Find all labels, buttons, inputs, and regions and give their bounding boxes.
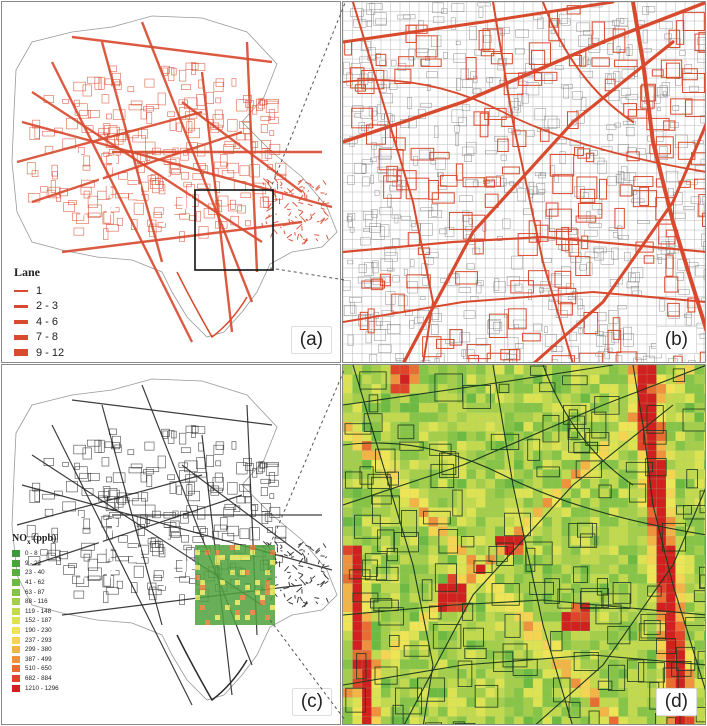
nox-swatch — [12, 675, 20, 683]
panel-d-label: (d) — [655, 688, 697, 716]
lane-legend-label: 4 - 6 — [36, 315, 59, 328]
lane-legend-item: 4 - 6 — [14, 314, 64, 330]
nox-heatmap-grid — [343, 365, 705, 724]
road-network-map — [11, 15, 338, 343]
lane-legend-item: 2 - 3 — [14, 299, 64, 315]
panel-a-label: (a) — [290, 326, 332, 354]
nox-legend-label: 237 - 293 — [25, 636, 52, 644]
lane-legend-label: 9 - 12 — [36, 346, 65, 359]
nox-legend-item: 119 - 148 — [12, 607, 59, 617]
nox-overlay-map — [11, 378, 338, 706]
nox-legend-item: 299 - 380 — [12, 645, 59, 655]
lane-legend: Lane 1 2 - 3 4 - 6 7 - 8 9 - 12 — [14, 265, 64, 361]
panel-d-nox-heatmap: (d) — [342, 364, 706, 725]
nox-legend-item: 41 - 62 — [12, 578, 59, 588]
nox-swatch — [12, 569, 20, 577]
nox-swatch — [12, 665, 20, 673]
nox-swatch — [12, 655, 20, 663]
lane-legend-item: 1 — [14, 283, 64, 299]
lane-swatch — [14, 334, 28, 340]
nox-legend-label: 119 - 148 — [25, 607, 52, 615]
nox-legend-item: 88 - 116 — [12, 597, 59, 607]
nox-legend-label: 0 - 8 — [25, 550, 38, 558]
nox-legend-label: 1210 - 1296 — [25, 684, 59, 692]
nox-legend-label: 63 - 87 — [25, 588, 45, 596]
nox-swatch — [12, 684, 20, 692]
nox-legend-item: 23 - 40 — [12, 568, 59, 578]
nox-legend-item: 387 - 499 — [12, 655, 59, 665]
lane-swatch — [14, 319, 28, 324]
nox-legend-item: 237 - 293 — [12, 635, 59, 645]
lane-swatch — [14, 290, 28, 292]
nox-swatch — [12, 588, 20, 596]
lane-legend-item: 9 - 12 — [14, 345, 64, 361]
panel-a-road-network-map: Lane 1 2 - 3 4 - 6 7 - 8 9 - 12 (a) — [1, 1, 341, 363]
panel-b-zoomed-grid-map: (b) — [342, 1, 706, 363]
nox-legend-label: 682 - 884 — [25, 675, 52, 683]
nox-legend-label: 88 - 116 — [25, 598, 48, 606]
panel-c-label: (c) — [291, 688, 332, 716]
nox-swatch — [12, 617, 20, 625]
nox-legend-title: NOx (ppb) — [12, 533, 57, 546]
lane-legend-label: 7 - 8 — [36, 331, 59, 344]
nox-legend-label: 152 - 187 — [25, 617, 52, 625]
lane-legend-title: Lane — [14, 265, 41, 279]
nox-swatch — [12, 579, 20, 587]
nox-legend-item: 9 - 22 — [12, 559, 59, 569]
nox-swatch — [12, 627, 20, 635]
nox-legend-item: 190 - 230 — [12, 626, 59, 636]
lane-legend-label: 1 — [36, 284, 43, 297]
nox-legend-item: 152 - 187 — [12, 616, 59, 626]
nox-swatch — [12, 598, 20, 606]
nox-legend-label: 387 - 499 — [25, 655, 52, 663]
nox-legend-item: 0 - 8 — [12, 549, 59, 559]
nox-legend-label: 23 - 40 — [25, 569, 45, 577]
lane-swatch — [14, 305, 28, 308]
nox-legend-label: 190 - 230 — [25, 627, 52, 635]
lane-legend-item: 7 - 8 — [14, 330, 64, 346]
nox-legend-label: 41 - 62 — [25, 579, 45, 587]
zoomed-road-grid — [343, 2, 705, 362]
nox-swatch — [12, 607, 20, 615]
nox-swatch — [12, 646, 20, 654]
nox-legend-item: 510 - 650 — [12, 664, 59, 674]
lane-swatch — [14, 349, 28, 357]
nox-swatch — [12, 559, 20, 567]
nox-legend-item: 682 - 884 — [12, 674, 59, 684]
nox-swatch — [12, 636, 20, 644]
nox-legend-item: 1210 - 1296 — [12, 683, 59, 693]
nox-legend-label: 9 - 22 — [25, 559, 42, 567]
panel-b-label: (b) — [655, 326, 697, 354]
nox-legend-label: 299 - 380 — [25, 646, 52, 654]
nox-legend-item: 63 - 87 — [12, 587, 59, 597]
nox-swatch — [12, 550, 20, 558]
lane-legend-label: 2 - 3 — [36, 300, 59, 313]
nox-legend-label: 510 - 650 — [25, 665, 52, 673]
